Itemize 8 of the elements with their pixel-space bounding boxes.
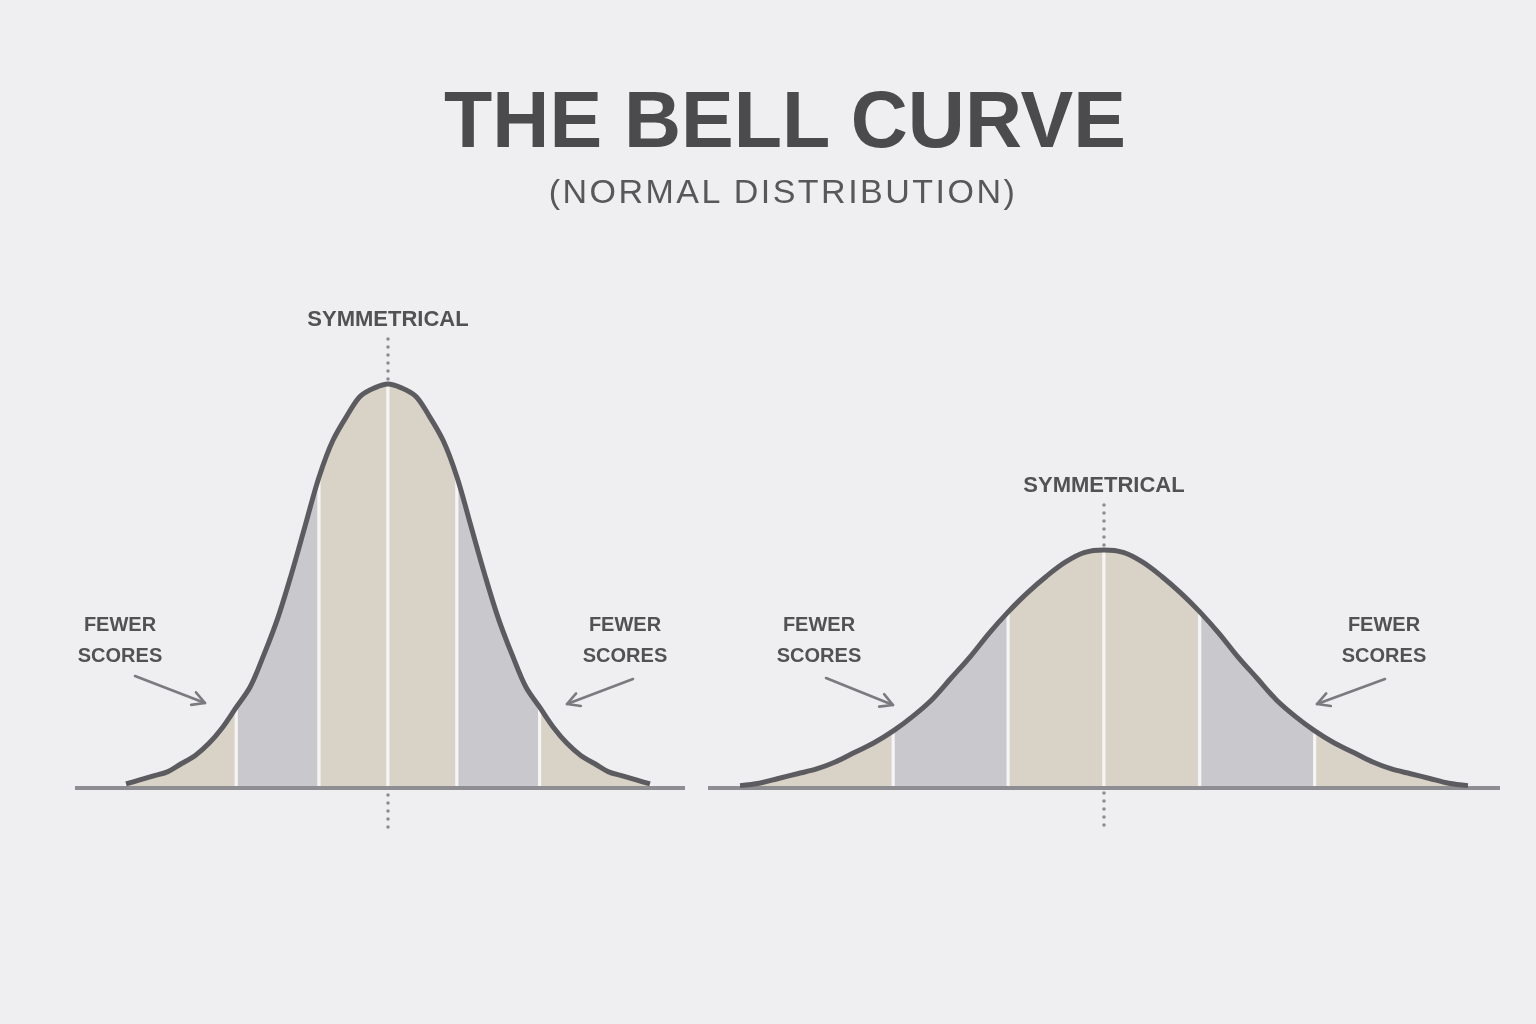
annotation: FEWER SCORES [776,613,862,666]
annotation: FEWER SCORES [77,613,163,666]
text: SYMMETRICAL [307,306,469,331]
annotation: FEWER SCORES [1341,613,1427,666]
text: (NORMAL DISTRIBUTION) [548,172,1018,210]
text: SYMMETRICAL [1023,472,1185,497]
annotation: FEWER SCORES [582,613,668,666]
chart-title: THE BELL CURVE [444,75,1126,164]
